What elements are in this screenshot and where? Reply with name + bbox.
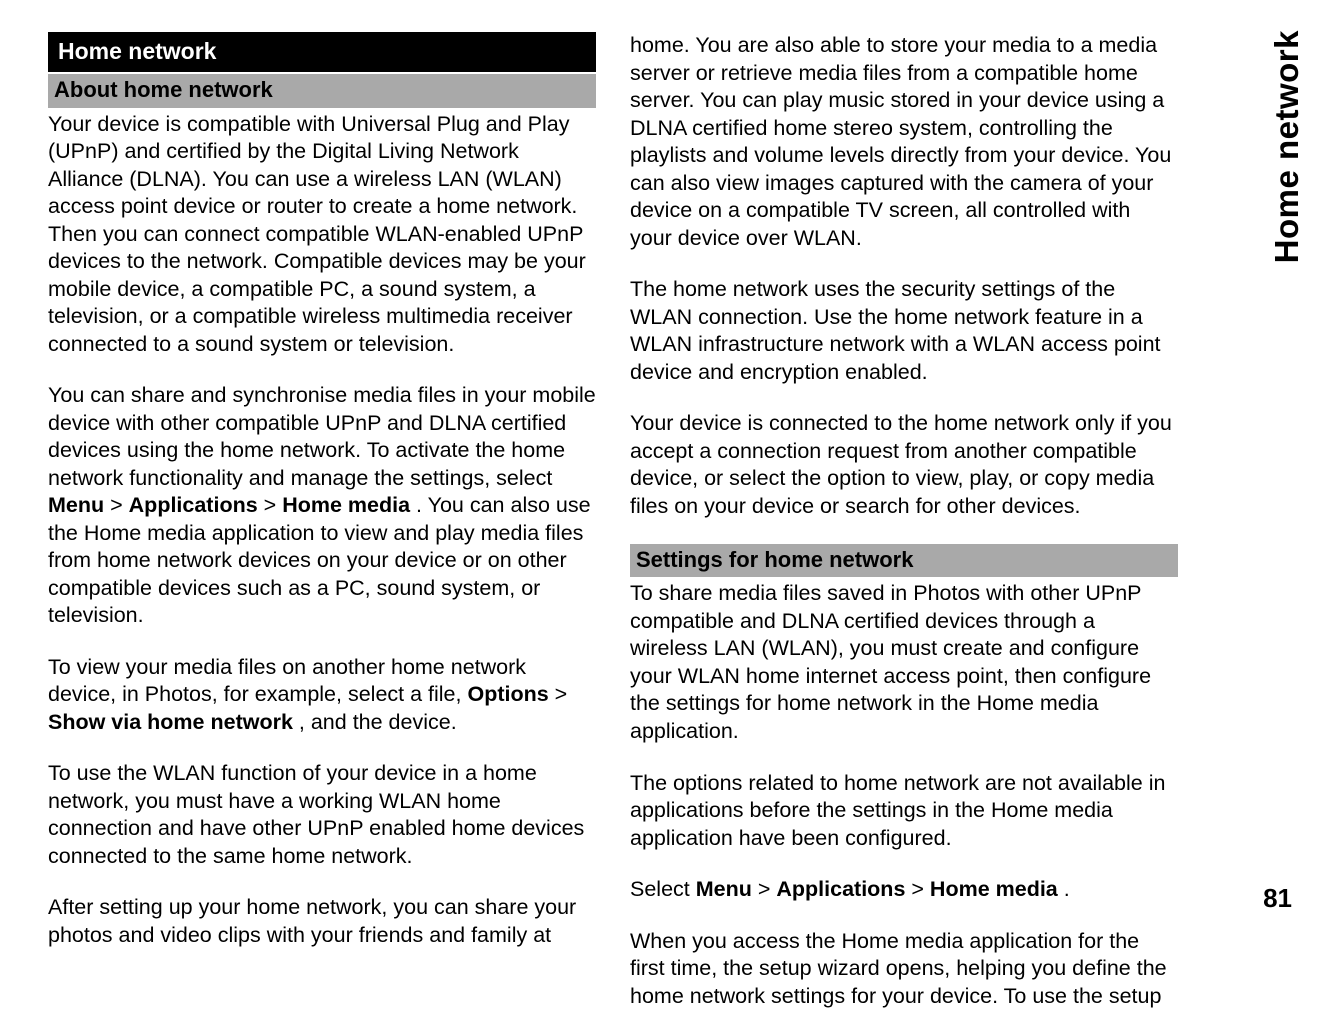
side-tab-label: Home network xyxy=(1268,30,1306,263)
menu-path-sep: > xyxy=(110,493,129,517)
menu-path-sep: > xyxy=(264,493,283,517)
subheader-settings: Settings for home network xyxy=(630,544,1178,577)
para-about-2: You can share and synchronise media file… xyxy=(48,382,596,630)
section-title-bar: Home network xyxy=(48,32,596,72)
para-about-1: Your device is compatible with Universal… xyxy=(48,111,596,359)
menu-path-menu: Menu xyxy=(696,877,752,901)
menu-path-home-media: Home media xyxy=(930,877,1058,901)
menu-path-applications: Applications xyxy=(776,877,905,901)
text-segment: . xyxy=(1064,877,1070,901)
menu-path-sep: > xyxy=(555,682,568,706)
page-number: 81 xyxy=(1263,883,1292,914)
menu-path-show-via: Show via home network xyxy=(48,710,293,734)
menu-path-home-media: Home media xyxy=(282,493,410,517)
menu-path-menu: Menu xyxy=(48,493,104,517)
text-segment: , and the device. xyxy=(299,710,457,734)
para-about-5: After setting up your home network, you … xyxy=(48,894,596,949)
menu-path-options: Options xyxy=(467,682,548,706)
para-settings-4: When you access the Home media applicati… xyxy=(630,928,1178,1011)
right-column: home. You are also able to store your me… xyxy=(630,32,1178,1010)
text-segment: You can share and synchronise media file… xyxy=(48,383,596,490)
para-right-1: home. You are also able to store your me… xyxy=(630,32,1178,252)
text-segment: To view your media files on another home… xyxy=(48,655,526,707)
menu-path-applications: Applications xyxy=(129,493,258,517)
page-spread: Home network About home network Your dev… xyxy=(0,0,1322,1030)
para-right-3: Your device is connected to the home net… xyxy=(630,410,1178,520)
para-settings-2: The options related to home network are … xyxy=(630,770,1178,853)
subheader-about: About home network xyxy=(48,74,596,107)
para-about-4: To use the WLAN function of your device … xyxy=(48,760,596,870)
para-settings-3: Select Menu > Applications > Home media … xyxy=(630,876,1178,904)
para-settings-1: To share media files saved in Photos wit… xyxy=(630,580,1178,745)
text-segment: Select xyxy=(630,877,696,901)
menu-path-sep: > xyxy=(911,877,930,901)
para-about-3: To view your media files on another home… xyxy=(48,654,596,737)
para-right-2: The home network uses the security setti… xyxy=(630,276,1178,386)
menu-path-sep: > xyxy=(758,877,777,901)
left-column: Home network About home network Your dev… xyxy=(48,32,596,1010)
